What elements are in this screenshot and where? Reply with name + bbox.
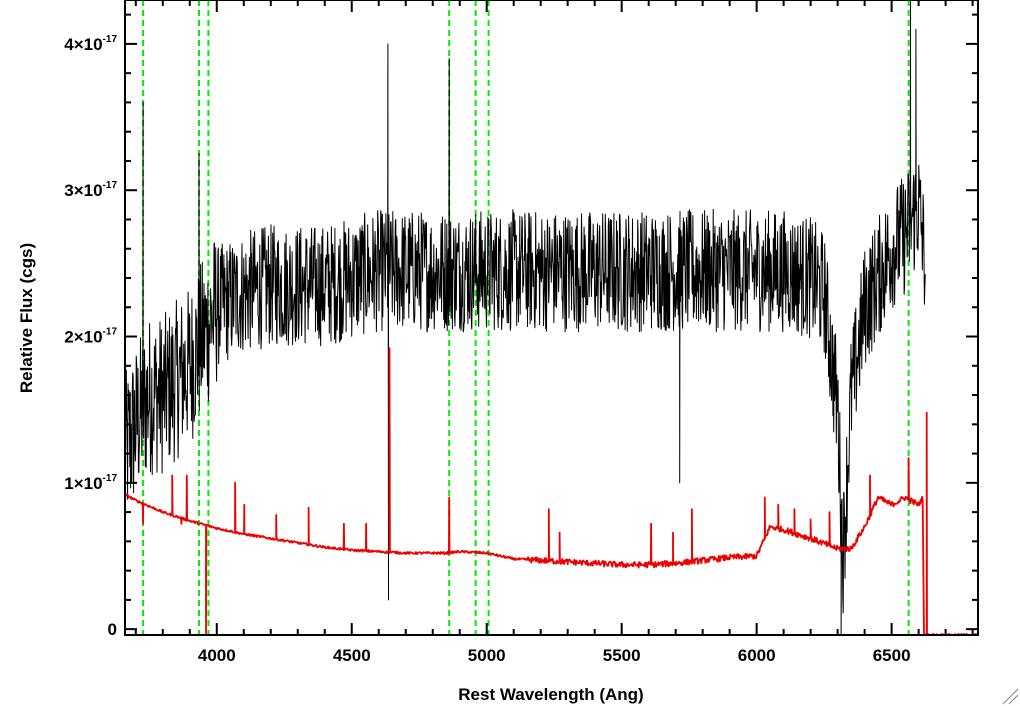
- model-spectrum-series: [125, 347, 978, 635]
- y-axis-ticks: 0 1×10-17 2×10-17 3×10-17 4×10-17: [64, 13, 978, 639]
- x-tick-label: 4000: [198, 646, 236, 665]
- y-axis-title: Relative Flux (cgs): [17, 243, 36, 393]
- x-tick-label: 4500: [333, 646, 371, 665]
- series-line: [125, 0, 926, 635]
- y-tick-label: 2×10-17: [64, 327, 117, 347]
- x-axis-ticks: 4000 4500 5000 5500 6000 6500: [134, 0, 974, 665]
- y-tick-label: 1×10-17: [64, 473, 117, 493]
- x-axis-title: Rest Wavelength (Ang): [458, 685, 643, 704]
- x-tick-label: 6000: [738, 646, 776, 665]
- series-line: [125, 347, 978, 635]
- y-tick-label: 0: [108, 620, 117, 639]
- x-tick-label: 5000: [468, 646, 506, 665]
- resize-grip-icon[interactable]: [1002, 688, 1019, 705]
- y-tick-label: 3×10-17: [64, 180, 117, 200]
- x-tick-label: 5500: [603, 646, 641, 665]
- spectrum-series: [125, 0, 978, 635]
- y-tick-label: 4×10-17: [64, 34, 117, 54]
- plot-frame: [124, 0, 979, 636]
- x-tick-label: 6500: [873, 646, 911, 665]
- observed-spectrum-series: [125, 0, 926, 635]
